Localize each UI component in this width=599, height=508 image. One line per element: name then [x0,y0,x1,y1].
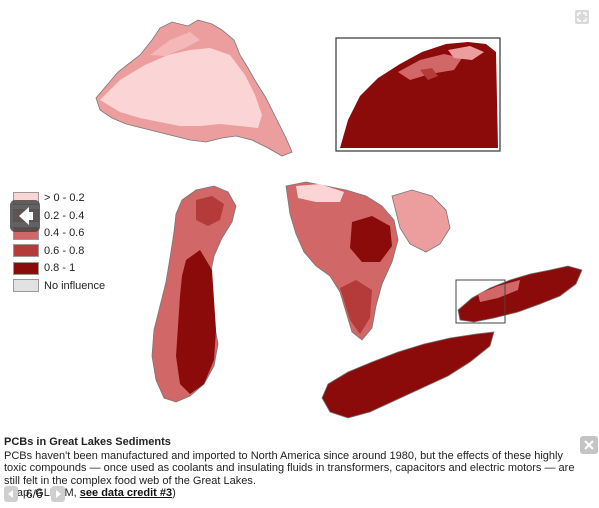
lake-ontario-inset [335,37,501,152]
lake-erie [321,331,495,419]
legend-item: 0.6 - 0.8 [13,243,153,260]
legend-swatch [13,261,39,275]
slide-pager: 6/6 [4,486,65,502]
lake-huron [285,181,399,341]
legend-swatch [13,244,39,258]
lake-ontario [457,265,583,323]
previous-slide-button[interactable] [10,200,40,232]
legend-label: 0.2 - 0.4 [44,209,85,222]
legend-swatch [13,279,39,293]
caption-credit-suffix: ) [172,487,176,499]
legend-label: 0.8 - 1 [44,262,76,275]
close-caption-button[interactable] [580,436,598,454]
great-lakes-map [95,19,583,419]
data-credit-link[interactable]: see data credit #3 [79,487,173,499]
legend-label: > 0 - 0.2 [44,192,85,205]
zoom-region-box [455,279,506,324]
slide-counter: 6/6 [26,487,43,501]
slide-caption: PCBs in Great Lakes Sediments PCBs haven… [4,436,576,500]
lake-michigan [151,185,237,403]
legend-label: 0.4 - 0.6 [44,227,85,240]
georgian-bay [391,189,451,253]
arrow-left-icon [19,207,33,225]
close-icon [584,440,594,450]
legend-item: 0.8 - 1 [13,260,153,277]
legend-label: 0.6 - 0.8 [44,244,85,257]
legend-item: No influence [13,278,153,295]
pager-previous-button[interactable] [4,486,18,502]
arrow-left-icon [8,490,13,498]
expand-button[interactable] [575,10,589,24]
lake-superior [95,19,293,157]
legend-label: No influence [44,279,106,292]
pager-next-button[interactable] [50,486,65,502]
arrow-right-icon [55,490,61,498]
caption-body: PCBs haven't been manufactured and impor… [4,449,575,487]
caption-title: PCBs in Great Lakes Sediments [4,436,171,448]
expand-icon [577,12,587,22]
